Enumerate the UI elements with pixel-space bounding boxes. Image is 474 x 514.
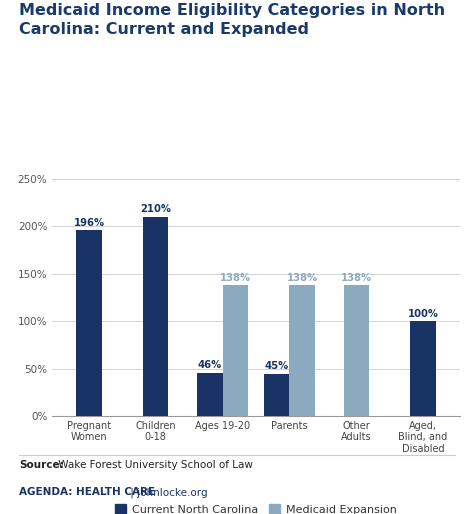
Bar <box>143 217 168 416</box>
Text: 138%: 138% <box>286 273 318 283</box>
Text: 210%: 210% <box>140 205 171 214</box>
Bar <box>76 230 101 416</box>
Legend: Current North Carolina, Medicaid Expansion: Current North Carolina, Medicaid Expansi… <box>111 500 401 514</box>
Bar <box>289 285 315 416</box>
Text: 46%: 46% <box>198 360 222 370</box>
Text: 45%: 45% <box>264 361 289 371</box>
Text: Source:: Source: <box>19 460 64 470</box>
Bar <box>197 373 223 416</box>
Bar <box>264 374 289 416</box>
Text: 138%: 138% <box>341 273 372 283</box>
Text: Medicaid Income Eligibility Categories in North
Carolina: Current and Expanded: Medicaid Income Eligibility Categories i… <box>19 3 445 37</box>
Text: 138%: 138% <box>219 273 251 283</box>
Text: 100%: 100% <box>408 309 438 319</box>
Text: | johnlocke.org: | johnlocke.org <box>127 487 208 498</box>
Text: Wake Forest University School of Law: Wake Forest University School of Law <box>55 460 252 470</box>
Bar <box>344 285 369 416</box>
Bar <box>410 321 436 416</box>
Text: 196%: 196% <box>73 218 104 228</box>
Text: AGENDA: HEALTH CARE: AGENDA: HEALTH CARE <box>19 487 155 497</box>
Bar <box>223 285 248 416</box>
